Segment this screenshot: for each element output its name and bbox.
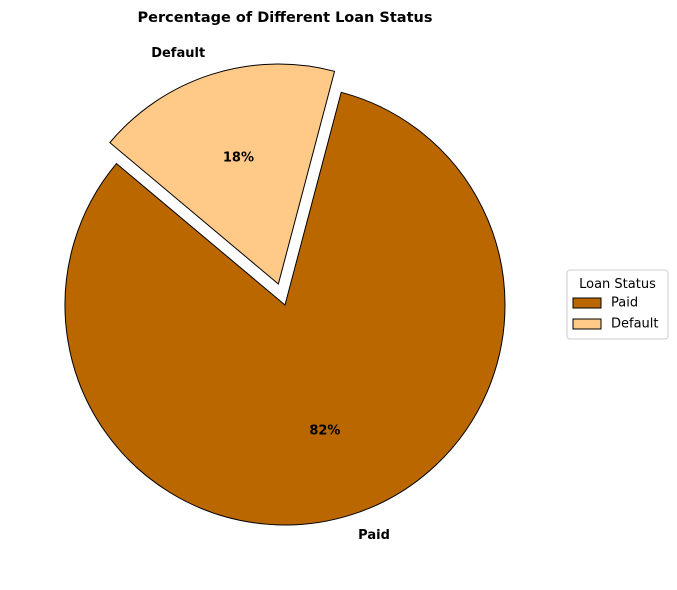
legend: Loan Status Paid Default [566, 269, 669, 340]
pie-slices [64, 63, 506, 526]
pie-slice-paid [64, 91, 506, 526]
pie-slice-default [109, 63, 336, 285]
legend-entries: Paid Default [572, 296, 659, 332]
legend-label-default: Default [611, 317, 659, 332]
legend-label-paid: Paid [611, 296, 638, 311]
pct-label-paid: 82% [309, 423, 340, 438]
legend-swatch-paid [572, 297, 602, 309]
pct-label-default: 18% [223, 151, 254, 166]
slice-label-paid: Paid [358, 528, 390, 543]
chart-title: Percentage of Different Loan Status [138, 10, 433, 26]
legend-title: Loan Status [579, 277, 656, 292]
slice-labels: 82% Paid 18% Default [151, 46, 390, 543]
slice-label-default: Default [151, 46, 205, 61]
legend-swatch-default [572, 318, 602, 330]
